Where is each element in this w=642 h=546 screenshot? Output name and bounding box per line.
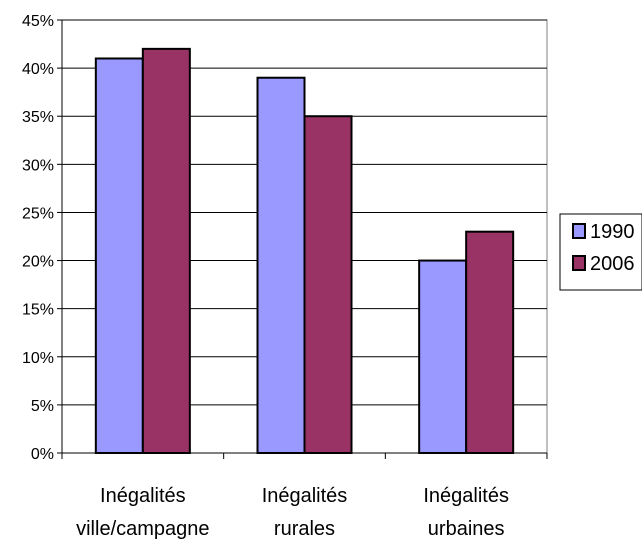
legend-swatch [572, 255, 586, 271]
x-category-label: Inégalités [423, 485, 509, 507]
x-category-label: urbaines [428, 518, 505, 540]
legend-label: 2006 [590, 253, 635, 275]
y-tick-label: 15% [22, 302, 54, 319]
bar-1990 [418, 259, 468, 454]
legend: 1990 2006 [559, 213, 642, 291]
legend-label: 1990 [590, 221, 635, 243]
y-tick-label: 40% [22, 61, 54, 78]
bars [94, 47, 515, 454]
y-tick-label: 30% [22, 157, 54, 174]
legend-swatch [572, 223, 586, 239]
y-tick-label: 45% [22, 13, 54, 30]
y-tick-label: 20% [22, 254, 54, 271]
bar-2006 [465, 230, 515, 454]
x-category-label: rurales [274, 518, 335, 540]
axes [57, 19, 548, 459]
bar-1990 [256, 76, 306, 454]
y-tick-labels: 0% 5% 10% 15% 20% 25% 30% 35% 40% 45% [22, 13, 54, 463]
bar-1990 [94, 57, 144, 454]
bar-2006 [141, 47, 191, 454]
x-category-label: ville/campagne [76, 518, 209, 540]
x-category-labels: Inégalités ville/campagne Inégalités rurale… [76, 485, 509, 540]
x-category-label: Inégalités [100, 485, 186, 507]
y-tick-label: 0% [31, 446, 54, 463]
y-tick-label: 5% [31, 398, 54, 415]
y-tick-label: 35% [22, 109, 54, 126]
x-category-label: Inégalités [262, 485, 348, 507]
y-tick-label: 25% [22, 205, 54, 222]
y-tick-label: 10% [22, 350, 54, 367]
bar-2006 [303, 115, 353, 454]
